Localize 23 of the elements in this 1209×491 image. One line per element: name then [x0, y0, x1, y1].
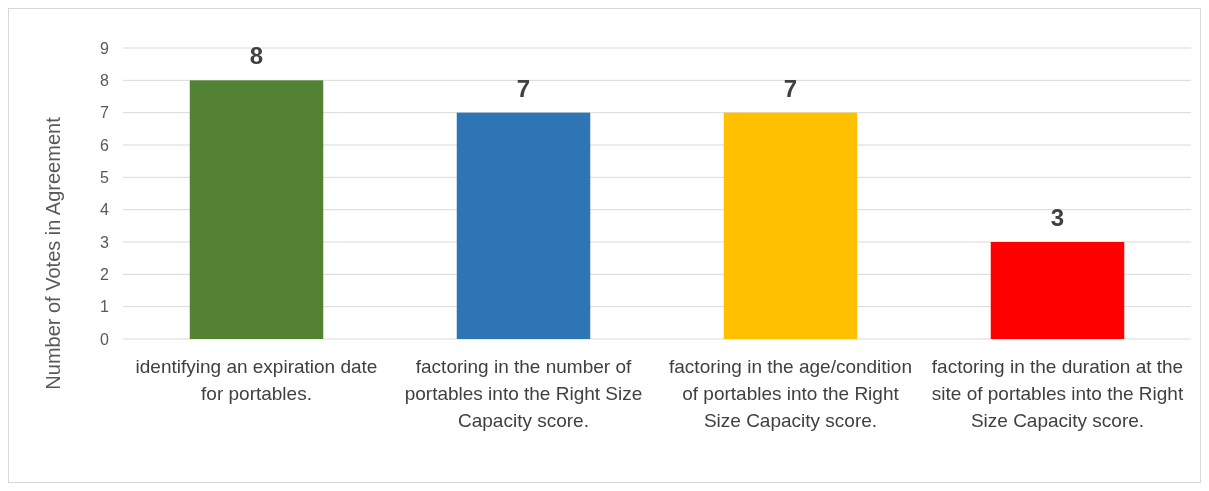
y-tick-label: 1	[100, 298, 110, 316]
y-tick-label: 2	[100, 265, 110, 283]
y-tick-label: 8	[100, 71, 110, 89]
y-tick-label: 5	[100, 168, 110, 186]
y-axis-title: Number of Votes in Agreement	[42, 116, 64, 390]
data-label: 3	[1050, 204, 1065, 231]
data-label: 8	[249, 42, 264, 70]
y-tick-label: 4	[100, 201, 110, 219]
data-label: 7	[516, 74, 531, 102]
y-tick-label: 0	[100, 330, 110, 348]
x-tick-label: factoring in the duration at the site of portables into the Right Size Capacity score.	[931, 356, 1184, 431]
y-tick-label: 3	[100, 233, 110, 251]
x-tick-label: factoring in the number of portables into the Right Size Capacity score.	[404, 356, 643, 431]
bar	[990, 242, 1125, 339]
x-tick-label: identifying an expiration date for portables.	[135, 356, 378, 404]
bar	[189, 80, 324, 339]
y-tick-label: 7	[100, 104, 110, 122]
bar	[723, 112, 858, 339]
x-tick-label: factoring in the age/condition of portables into the Right Size Capacity score.	[669, 356, 912, 431]
y-tick-label: 6	[100, 136, 110, 154]
data-label: 7	[783, 74, 798, 102]
y-tick-label: 9	[100, 39, 110, 57]
bar	[456, 112, 591, 339]
